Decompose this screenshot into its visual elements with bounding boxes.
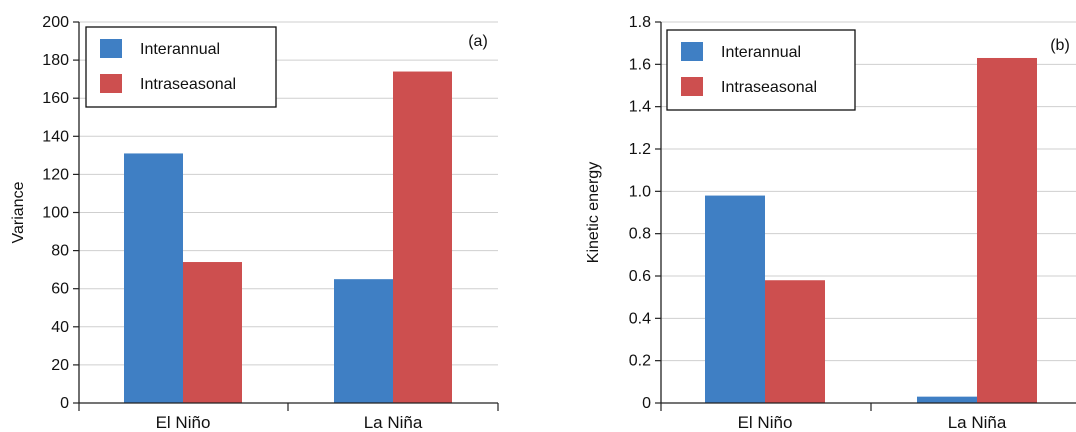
y-tick-label: 1.8 (629, 14, 651, 31)
panel-label: (a) (468, 33, 488, 50)
legend-label-interannual: Interannual (721, 44, 801, 61)
panel-label: (b) (1050, 37, 1070, 54)
x-category-label: El Niño (738, 413, 793, 432)
y-tick-label: 160 (42, 90, 69, 107)
y-tick-label: 100 (42, 205, 69, 222)
y-tick-label: 60 (51, 281, 69, 298)
y-tick-label: 0.2 (629, 353, 651, 370)
legend-swatch-interannual (100, 39, 122, 58)
y-tick-label: 40 (51, 319, 69, 336)
x-category-label: La Niña (948, 413, 1007, 432)
bar-intraseasonal-la-nina (977, 57, 1037, 403)
y-tick-label: 0 (60, 395, 69, 412)
bar-interannual-el-nino (124, 153, 183, 403)
x-category-label: La Niña (364, 413, 423, 432)
chart-panel-1: 0 20 40 60 80 100 120 140 160 180 200 El Niño La Niñ… (10, 14, 499, 432)
bar-intraseasonal-la-nina (393, 71, 452, 403)
y-tick-label: 1.4 (629, 99, 651, 116)
legend-swatch-intraseasonal (100, 74, 122, 93)
legend-label-intraseasonal: Intraseasonal (140, 76, 236, 93)
y-tick-label: 0 (642, 395, 651, 412)
x-category-label: El Niño (156, 413, 211, 432)
legend-swatch-interannual (681, 42, 703, 61)
y-tick-label: 200 (42, 14, 69, 31)
bar-interannual-la-nina (334, 279, 393, 403)
chart-panel-2: 0 0.2 0.4 0.6 0.8 1.0 1.2 1.4 1.6 1.8 El Niño La Ni… (585, 14, 1076, 432)
legend-label-intraseasonal: Intraseasonal (721, 79, 817, 96)
y-tick-label: 0.4 (629, 310, 651, 327)
y-tick-label: 140 (42, 128, 69, 145)
legend-swatch-intraseasonal (681, 77, 703, 96)
y-tick-label: 20 (51, 357, 69, 374)
y-tick-label: 0.8 (629, 226, 651, 243)
y-axis-label: Variance (10, 181, 27, 243)
y-tick-label: 180 (42, 52, 69, 69)
bar-interannual-la-nina (917, 396, 977, 403)
legend-label-interannual: Interannual (140, 41, 220, 58)
y-tick-label: 120 (42, 166, 69, 183)
bar-intraseasonal-el-nino (765, 280, 825, 403)
y-tick-label: 1.0 (629, 183, 651, 200)
y-axis-label: Kinetic energy (585, 162, 602, 263)
y-tick-label: 1.2 (629, 141, 651, 158)
y-tick-label: 0.6 (629, 268, 651, 285)
y-tick-label: 1.6 (629, 56, 651, 73)
bar-intraseasonal-el-nino (183, 262, 242, 403)
bar-interannual-el-nino (705, 195, 765, 403)
y-tick-label: 80 (51, 243, 69, 260)
